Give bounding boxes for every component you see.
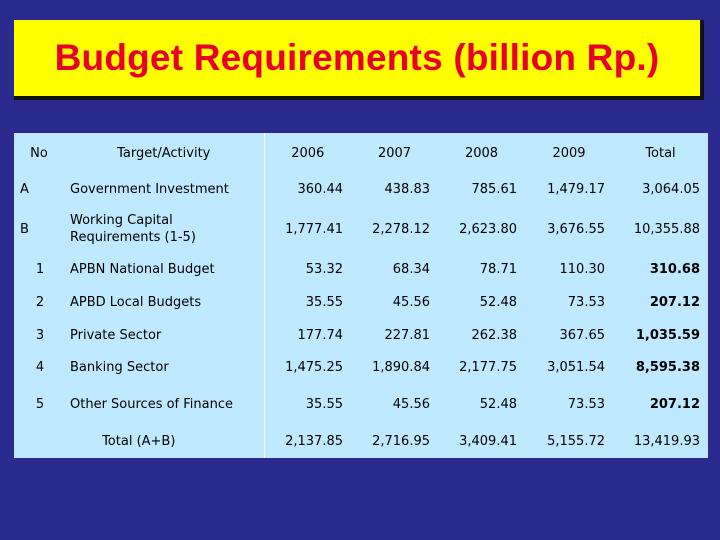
row-no: 3 bbox=[35, 328, 45, 343]
table-row: A Government Investment 360.44 438.83 78… bbox=[14, 173, 708, 205]
cell-value: 1,890.84 bbox=[372, 360, 430, 375]
table-row: 2 APBD Local Budgets 35.55 45.56 52.48 7… bbox=[14, 285, 708, 319]
cell-value: 73.53 bbox=[567, 294, 605, 310]
cell-value: 2,278.12 bbox=[372, 221, 430, 237]
cell-value: 110.30 bbox=[559, 261, 606, 277]
cell-value: 68.34 bbox=[392, 261, 430, 277]
total-value: 5,155.72 bbox=[547, 434, 605, 449]
cell-value: 73.53 bbox=[567, 396, 605, 412]
cell-total: 207.12 bbox=[649, 396, 700, 412]
cell-value: 262.38 bbox=[471, 328, 518, 343]
cell-value: 3,676.55 bbox=[547, 221, 605, 237]
cell-value: 52.48 bbox=[479, 294, 517, 310]
row-activity: Other Sources of Finance bbox=[64, 383, 265, 425]
table-row: B Working Capital Requirements (1-5) 1,7… bbox=[14, 205, 708, 253]
row-no: 4 bbox=[35, 360, 45, 375]
total-value: 3,409.41 bbox=[459, 434, 517, 449]
cell-value: 35.55 bbox=[305, 396, 343, 412]
total-value: 2,137.85 bbox=[285, 434, 343, 449]
cell-value: 2,177.75 bbox=[459, 360, 517, 375]
cell-total: 3,064.05 bbox=[642, 181, 700, 197]
budget-table: No Target/Activity 2006 2007 2008 2009 T… bbox=[14, 133, 708, 458]
header-row: No Target/Activity 2006 2007 2008 2009 T… bbox=[14, 133, 708, 173]
cell-value: 35.55 bbox=[305, 294, 343, 310]
table-row: 4 Banking Sector 1,475.25 1,890.84 2,177… bbox=[14, 352, 708, 383]
cell-value: 52.48 bbox=[479, 396, 517, 412]
header-no: No bbox=[30, 145, 48, 161]
total-row: Total (A+B) 2,137.85 2,716.95 3,409.41 5… bbox=[14, 425, 708, 458]
cell-total: 310.68 bbox=[649, 261, 700, 277]
row-no: B bbox=[20, 221, 29, 237]
row-no: 1 bbox=[35, 261, 45, 277]
row-activity: APBD Local Budgets bbox=[64, 285, 265, 319]
row-no: A bbox=[20, 181, 29, 197]
cell-value: 1,777.41 bbox=[285, 221, 343, 237]
table-row: 3 Private Sector 177.74 227.81 262.38 36… bbox=[14, 319, 708, 352]
header-total: Total bbox=[645, 145, 676, 161]
cell-value: 45.56 bbox=[392, 294, 430, 310]
cell-value: 227.81 bbox=[384, 328, 431, 343]
row-activity: Private Sector bbox=[64, 319, 265, 352]
header-2007: 2007 bbox=[377, 145, 412, 161]
cell-total: 8,595.38 bbox=[635, 360, 700, 375]
cell-value: 78.71 bbox=[479, 261, 517, 277]
cell-value: 177.74 bbox=[297, 328, 344, 343]
total-label: Total (A+B) bbox=[14, 425, 265, 458]
header-activity: Target/Activity bbox=[64, 133, 265, 173]
row-activity: APBN National Budget bbox=[64, 253, 265, 285]
cell-value: 2,623.80 bbox=[459, 221, 517, 237]
budget-table-container: No Target/Activity 2006 2007 2008 2009 T… bbox=[14, 133, 708, 458]
cell-total: 1,035.59 bbox=[635, 328, 700, 343]
row-activity: Government Investment bbox=[64, 173, 265, 205]
row-activity: Working Capital Requirements (1-5) bbox=[64, 205, 265, 253]
page-title: Budget Requirements (billion Rp.) bbox=[54, 37, 660, 78]
row-no: 2 bbox=[35, 294, 45, 310]
cell-value: 45.56 bbox=[392, 396, 430, 412]
cell-value: 367.65 bbox=[559, 328, 606, 343]
header-2008: 2008 bbox=[464, 145, 499, 161]
row-no: 5 bbox=[35, 396, 45, 412]
table-row: 1 APBN National Budget 53.32 68.34 78.71… bbox=[14, 253, 708, 285]
title-box: Budget Requirements (billion Rp.) bbox=[14, 20, 704, 100]
header-2009: 2009 bbox=[552, 145, 586, 161]
total-value: 2,716.95 bbox=[372, 434, 430, 449]
cell-value: 360.44 bbox=[297, 181, 344, 197]
cell-value: 3,051.54 bbox=[547, 360, 605, 375]
cell-total: 10,355.88 bbox=[633, 221, 700, 237]
cell-value: 1,479.17 bbox=[547, 181, 605, 197]
cell-value: 53.32 bbox=[305, 261, 343, 277]
header-2006: 2006 bbox=[291, 145, 325, 161]
cell-value: 1,475.25 bbox=[285, 360, 343, 375]
cell-value: 438.83 bbox=[384, 181, 431, 197]
grand-total: 13,419.93 bbox=[633, 434, 700, 449]
table-row: 5 Other Sources of Finance 35.55 45.56 5… bbox=[14, 383, 708, 425]
cell-value: 785.61 bbox=[471, 181, 518, 197]
cell-total: 207.12 bbox=[649, 294, 700, 310]
row-activity: Banking Sector bbox=[64, 352, 265, 383]
